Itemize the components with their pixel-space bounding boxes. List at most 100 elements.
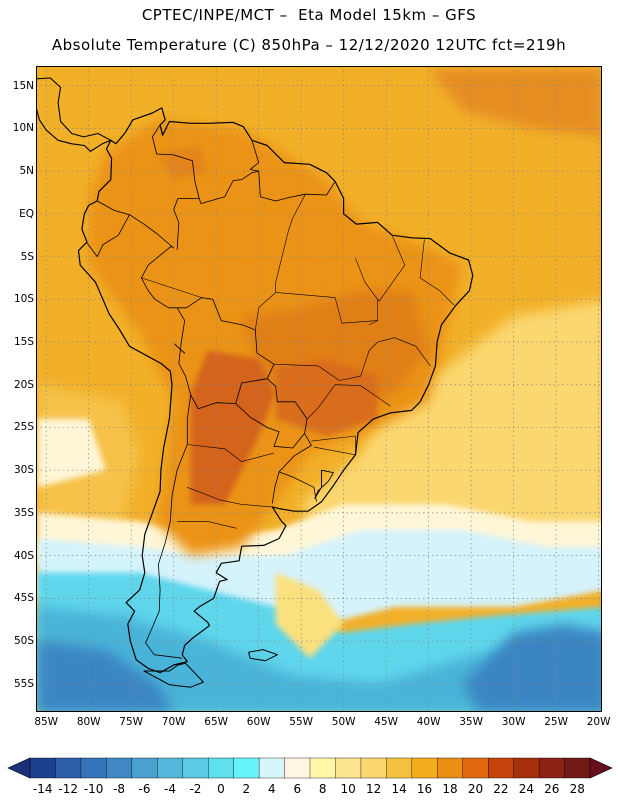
temperature-map: [36, 66, 602, 712]
field-cold-deep: [37, 641, 174, 712]
colorbar-tick-label: 6: [293, 782, 302, 796]
colorbar-tick-label: 12: [365, 782, 382, 796]
brazil-state-ms-sp-pr: [306, 384, 391, 420]
brazil-state-goias-ms: [273, 341, 378, 381]
field-land-hot-core-2: [275, 359, 378, 436]
border-bolivia: [176, 297, 275, 410]
map-title-line-1: CPTEC/INPE/MCT – Eta Model 15km – GFS: [141, 6, 477, 24]
colorbar-swatch: [182, 757, 209, 779]
lon-label: 45W: [374, 716, 398, 728]
border-chile-argentina: [145, 394, 192, 659]
colorbar-tick-label: -12: [58, 782, 78, 796]
border-paraguay: [235, 378, 308, 449]
map-title-line-2: Absolute Temperature (C) 850hPa – 12/12/…: [51, 36, 567, 54]
field-subtropical-atlantic: [301, 300, 602, 556]
colorbar-swatch: [233, 757, 260, 779]
colorbar-tick-label: 20: [467, 782, 484, 796]
brazil-state-piaui-maranhao: [377, 235, 406, 302]
border-ecuador-peru: [86, 214, 130, 258]
lon-label: 20W: [586, 716, 611, 728]
colorbar-tick-label: -14: [32, 782, 53, 796]
colorbar-tick-label: 0: [217, 782, 225, 796]
colorbar-underflow-arrow: [7, 757, 31, 779]
colorbar-tick-label: 4: [267, 782, 276, 796]
lon-label: 75W: [119, 716, 144, 728]
colorbar-tick-label: -10: [83, 782, 104, 796]
colorbar-swatch: [55, 757, 82, 779]
colorbar-swatch: [360, 757, 387, 779]
lat-label: 15S: [13, 336, 34, 348]
lat-label: EQ: [19, 207, 34, 220]
lat-label: 35S: [13, 506, 34, 519]
colorbar-tick-label: 2: [242, 782, 251, 796]
colorbar-tick-label: 28: [569, 782, 585, 796]
colorbar-swatch: [564, 757, 591, 779]
lon-label: 85W: [34, 716, 59, 728]
colorbar-swatch: [513, 757, 540, 779]
lat-label: 45S: [13, 592, 34, 605]
lon-label: 50W: [331, 716, 356, 728]
lat-label: 30S: [13, 464, 34, 477]
colorbar-swatch: [411, 757, 438, 779]
central-america-coastline-caribbean: [36, 77, 112, 141]
lon-label: 60W: [246, 716, 271, 728]
colorbar-tick-label: 10: [340, 782, 356, 796]
border-uruguay-argentina: [271, 471, 280, 504]
colorbar-tick-label: -4: [164, 782, 176, 796]
colorbar-tick-label: -6: [138, 782, 151, 796]
lon-label: 70W: [161, 716, 186, 728]
colorbar-tick-label: 14: [391, 782, 407, 796]
lat-label: 10N: [12, 122, 34, 135]
argentina-provinces: [187, 444, 275, 462]
lon-label: 25W: [544, 716, 568, 728]
colorbar-swatch: [157, 757, 184, 779]
lon-label: 40W: [416, 716, 441, 728]
lon-label: 35W: [459, 716, 483, 728]
brazil-state-mato-grosso: [255, 292, 276, 331]
colorbar-tick-label: 24: [518, 782, 534, 796]
lat-label: 5N: [19, 165, 34, 178]
colorbar-swatch: [335, 757, 362, 779]
colorbar-swatch: [309, 757, 337, 779]
south-america-coastline: [77, 107, 474, 674]
brazil-state-bahia-mg: [377, 337, 431, 367]
field-cold-deep-east: [462, 624, 602, 712]
colorbar-swatch: [437, 757, 464, 779]
tierra-del-fuego: [143, 662, 204, 688]
colorbar-swatch: [386, 757, 413, 779]
colorbar-swatch: [258, 757, 286, 779]
rio-de-la-plata-lagoon: [314, 469, 334, 499]
field-land-hottest-core: [190, 350, 276, 505]
colorbar-overflow-arrow: [589, 757, 613, 779]
colorbar-swatch: [131, 757, 158, 779]
colorbar-tick-label: 16: [416, 782, 433, 796]
temperature-field: [36, 66, 602, 712]
colorbar-tick-label: -8: [113, 782, 126, 796]
lat-label: 40S: [13, 549, 34, 562]
field-sea-yellow-tongue: [275, 572, 344, 659]
border-venezuela-guyana: [249, 140, 336, 202]
colorbar-tick-label: -2: [189, 782, 202, 796]
lat-label: 55S: [13, 677, 34, 690]
border-colombia-brazil: [173, 197, 200, 250]
brazil-state-lines: [141, 277, 202, 298]
colorbar-tick-label: 22: [493, 782, 509, 796]
colorbar-swatch: [106, 757, 133, 779]
central-america-coastline-pacific: [36, 106, 112, 152]
border-brazil-north: [200, 170, 259, 204]
lon-label: 55W: [289, 716, 314, 728]
colorbar-swatch: [29, 757, 57, 779]
colorbar-swatch: [207, 757, 235, 779]
brazil-state-ceara-bahia: [419, 239, 455, 306]
brazil-state-amazonas-para: [275, 194, 306, 283]
lat-label: 10S: [13, 293, 34, 306]
lake-titicaca: [174, 343, 186, 354]
lon-label: 65W: [204, 716, 229, 728]
colorbar-swatch: [284, 757, 311, 779]
lon-label: 80W: [76, 716, 101, 728]
border-colombia-venezuela: [152, 124, 202, 204]
lat-label: 25S: [13, 421, 34, 434]
lat-label: 50S: [13, 635, 34, 648]
lon-label: 30W: [501, 716, 526, 728]
colorbar-tick-label: 26: [544, 782, 560, 796]
